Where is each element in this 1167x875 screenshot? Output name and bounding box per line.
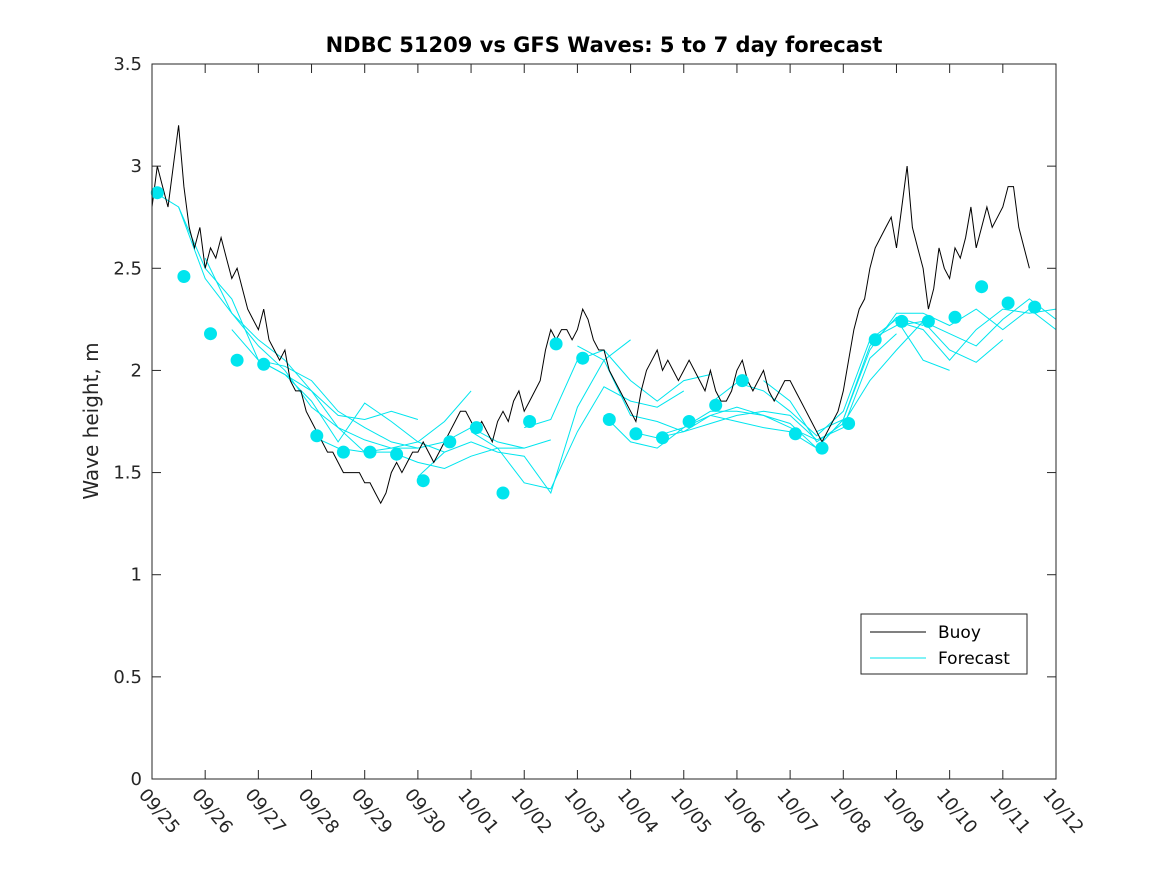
forecast-start-marker-31: [1028, 300, 1042, 314]
series-layer: [150, 125, 1057, 505]
forecast-start-marker-29: [975, 280, 989, 294]
forecast-start-marker-16: [602, 413, 616, 426]
forecast-start-marker-12: [496, 486, 510, 500]
forecast-line-15: [816, 308, 1057, 433]
forecast-start-marker-6: [336, 445, 350, 459]
forecast-start-marker-13: [523, 415, 537, 428]
legend: Buoy Forecast: [860, 613, 1028, 675]
forecast-start-marker-26: [895, 314, 909, 328]
forecast-line-10: [603, 414, 844, 449]
forecast-start-marker-3: [230, 353, 244, 367]
forecast-line-13: [710, 318, 950, 437]
y-tick-label-6: 3: [131, 156, 142, 177]
forecast-start-marker-8: [390, 447, 404, 461]
forecast-start-marker-22: [788, 427, 802, 441]
y-tick-label-0: 0: [131, 769, 142, 790]
forecast-line-11: [630, 333, 897, 441]
y-tick-label-5: 2.5: [113, 258, 142, 279]
forecast-start-marker-15: [576, 351, 590, 365]
y-tick-label-2: 1: [131, 565, 142, 586]
y-tick-label-3: 1.5: [113, 463, 142, 484]
forecast-start-marker-4: [257, 357, 271, 371]
forecast-start-marker-24: [842, 417, 856, 430]
forecast-start-marker-10: [443, 435, 457, 449]
forecast-start-marker-0: [150, 186, 164, 200]
y-tick-label-7: 3.5: [113, 54, 142, 75]
y-tick-label-4: 2: [131, 360, 142, 381]
legend-box: [860, 613, 1028, 675]
plot-area: 00.511.522.533.509/25 09/26 09/27 09/28 09/2…: [113, 54, 1087, 838]
forecast-start-marker-17: [629, 427, 643, 441]
forecast-line-5: [311, 435, 551, 470]
forecast-start-marker-28: [948, 310, 962, 324]
y-tick-label-1: 0.5: [113, 667, 142, 688]
forecast-start-marker-19: [682, 415, 696, 428]
forecast-start-marker-11: [469, 421, 483, 435]
forecast-start-marker-30: [1001, 296, 1015, 310]
forecast-line-9: [577, 345, 817, 441]
forecast-start-marker-27: [921, 314, 935, 328]
forecast-start-marker-23: [815, 441, 829, 455]
forecast-start-marker-1: [177, 270, 191, 283]
forecast-start-marker-2: [204, 327, 217, 341]
forecast-line-6: [417, 339, 631, 495]
forecast-line-17: [896, 308, 1057, 361]
legend-forecast-label: Forecast: [938, 649, 1010, 669]
forecast-start-marker-9: [416, 474, 430, 488]
forecast-line-3: [231, 329, 472, 443]
forecast-line-14: [763, 320, 1004, 443]
forecast-line-8: [524, 349, 711, 429]
chart-title: NDBC 51209 vs GFS Waves: 5 to 7 day fore…: [326, 33, 883, 57]
forecast-start-marker-25: [868, 333, 882, 347]
legend-buoy-label: Buoy: [938, 623, 981, 643]
forecast-start-marker-7: [363, 445, 377, 459]
forecast-line-7: [470, 386, 685, 490]
forecast-start-marker-20: [709, 398, 723, 412]
axes-box: [151, 63, 1057, 780]
forecast-start-marker-5: [310, 429, 324, 443]
forecast-start-marker-14: [549, 337, 563, 351]
forecast-start-marker-18: [656, 431, 669, 445]
forecast-start-marker-21: [735, 374, 749, 388]
y-axis-label: Wave height, m: [79, 342, 103, 499]
buoy-line: [151, 125, 1030, 505]
forecast-line-2: [204, 257, 419, 421]
forecast-line-0: [151, 190, 418, 449]
